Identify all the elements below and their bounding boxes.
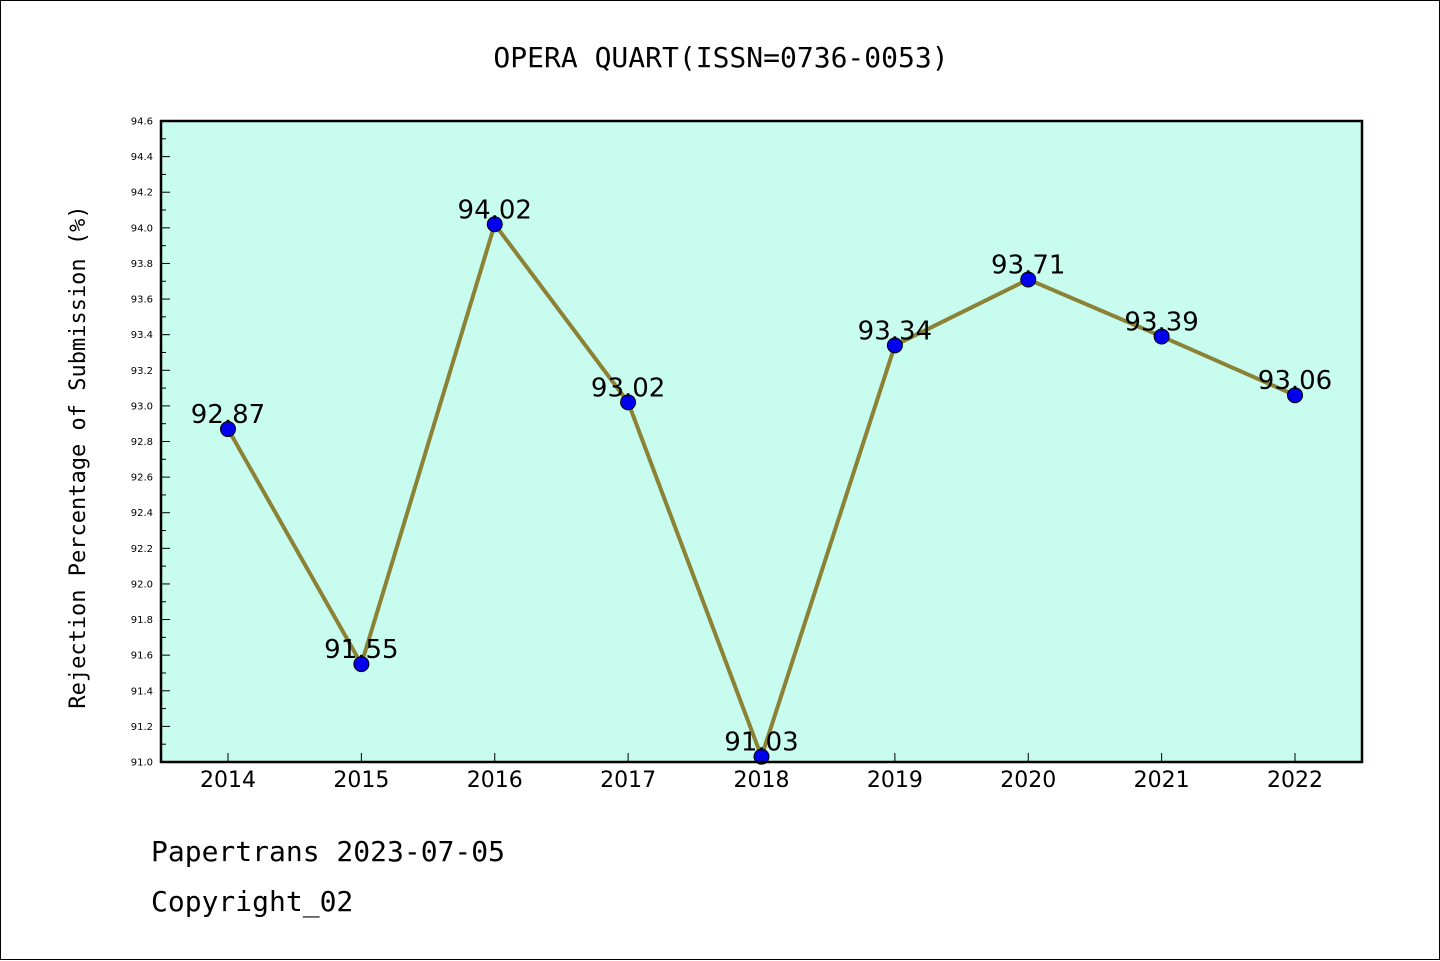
plot-area [161,121,1362,762]
y-tick-label: 93.4 [131,330,153,341]
y-tick-label: 91.4 [131,686,153,697]
y-tick-label: 91.8 [131,615,153,626]
data-point [620,394,637,411]
data-point [220,421,236,438]
y-tick-label: 94.2 [131,188,153,199]
y-tick-label: 94.0 [131,223,153,234]
data-label: 93.02 [591,373,665,403]
y-tick-label: 94.4 [131,152,153,163]
y-tick-label: 93.8 [131,259,153,270]
y-tick-label: 93.0 [131,401,153,412]
y-tick-label: 92.2 [131,544,153,555]
data-point [1153,328,1170,345]
x-tick-label: 2015 [333,768,389,793]
y-tick-label: 92.0 [131,579,153,590]
y-tick-label: 91.2 [131,722,153,733]
data-label: 93.34 [858,316,932,346]
y-axis-label: Rejection Percentage of Submission (%) [66,205,91,708]
data-point [486,216,503,233]
data-label: 93.71 [991,250,1065,280]
y-tick-label: 91.6 [131,651,153,662]
data-label: 93.06 [1258,366,1332,396]
y-tick-label: 92.8 [131,437,153,448]
data-label: 91.03 [724,728,798,758]
axis-ticks: 91.0 91.2 91.4 91.6 91.8 92.0 92.2 92.4 92.6 92.8… [131,117,1323,794]
x-tick-label: 2018 [734,768,790,793]
x-tick-label: 2016 [467,768,523,793]
y-tick-label: 94.6 [131,117,153,128]
data-points [220,216,1303,765]
x-tick-label: 2017 [600,768,656,793]
plot-frame [159,119,1364,764]
data-label: 93.39 [1124,307,1198,337]
data-point [353,656,370,673]
data-point [886,337,903,354]
x-tick-label: 2022 [1267,768,1323,793]
data-label: 94.02 [458,195,532,225]
y-tick-label: 92.4 [131,508,153,519]
y-tick-label: 92.6 [131,473,153,484]
y-tick-label: 93.6 [131,295,153,306]
y-tick-label: 93.2 [131,366,153,377]
footer-copyright: Copyright_02 [151,885,354,918]
data-point [1287,387,1303,404]
x-tick-label: 2020 [1000,768,1056,793]
data-label: 91.55 [324,635,398,665]
y-tick-label: 91.0 [131,758,153,769]
chart-title: OPERA QUART(ISSN=0736-0053) [493,41,948,74]
x-tick-label: 2021 [1134,768,1190,793]
x-tick-label: 2014 [200,768,256,793]
data-label: 92.87 [191,400,265,430]
data-point [753,748,770,765]
x-tick-label: 2019 [867,768,923,793]
data-labels: 92.87 91.55 94.02 93.02 91.03 93.34 93.71 93.39… [191,195,1332,757]
footer-date: Papertrans 2023-07-05 [151,835,506,868]
data-point [1020,271,1037,288]
